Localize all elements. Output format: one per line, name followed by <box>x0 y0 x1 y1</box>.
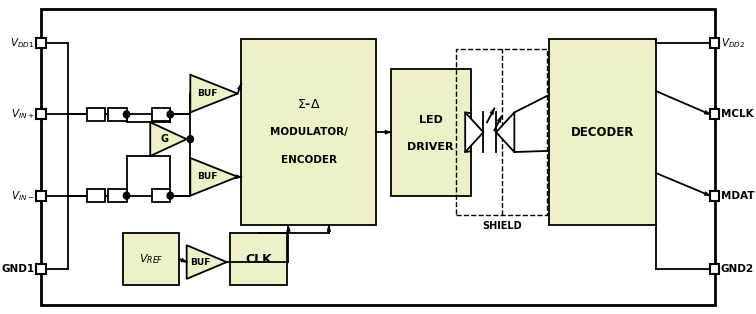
Text: SHIELD: SHIELD <box>482 221 522 231</box>
Text: G: G <box>160 134 168 144</box>
Circle shape <box>123 111 130 118</box>
Bar <box>152 189 170 202</box>
Bar <box>456 49 547 215</box>
Bar <box>710 191 719 201</box>
Bar <box>36 109 45 119</box>
Polygon shape <box>236 175 241 179</box>
Text: MODULATOR/: MODULATOR/ <box>270 127 348 137</box>
Polygon shape <box>496 112 514 152</box>
Bar <box>36 38 45 48</box>
Circle shape <box>167 192 173 199</box>
Text: MCLK: MCLK <box>721 109 754 119</box>
Bar <box>710 38 719 48</box>
Text: $\Sigma$-$\Delta$: $\Sigma$-$\Delta$ <box>297 98 321 111</box>
Circle shape <box>167 111 173 118</box>
Text: $V_{IN-}$: $V_{IN-}$ <box>11 189 35 203</box>
Bar <box>710 264 719 274</box>
Circle shape <box>187 136 194 143</box>
Text: DECODER: DECODER <box>571 126 634 139</box>
Polygon shape <box>287 225 290 231</box>
Text: BUF: BUF <box>197 89 217 98</box>
Polygon shape <box>490 108 494 115</box>
Circle shape <box>123 192 130 199</box>
Bar <box>710 109 719 119</box>
Text: GND1: GND1 <box>2 264 35 274</box>
Polygon shape <box>237 84 241 90</box>
Text: BUF: BUF <box>191 257 211 267</box>
Bar <box>241 39 376 225</box>
Bar <box>86 108 105 121</box>
Polygon shape <box>187 245 227 279</box>
Text: MDAT: MDAT <box>721 191 754 201</box>
Bar <box>108 108 126 121</box>
Bar <box>108 189 126 202</box>
Polygon shape <box>705 110 710 114</box>
Bar <box>36 264 45 274</box>
Polygon shape <box>385 130 391 134</box>
Polygon shape <box>705 192 710 196</box>
Text: ENCODER: ENCODER <box>280 155 336 165</box>
Bar <box>152 108 170 121</box>
Bar <box>86 189 105 202</box>
Polygon shape <box>150 122 187 156</box>
Text: $V_{DD2}$: $V_{DD2}$ <box>721 36 745 50</box>
Text: $V_{DD1}$: $V_{DD1}$ <box>11 36 35 50</box>
Bar <box>549 39 656 225</box>
Bar <box>391 69 471 196</box>
Polygon shape <box>181 258 187 262</box>
Polygon shape <box>497 116 502 122</box>
Polygon shape <box>465 112 483 152</box>
Text: $V_{IN+}$: $V_{IN+}$ <box>11 107 35 121</box>
Bar <box>123 233 179 285</box>
Text: $V_{REF}$: $V_{REF}$ <box>139 252 163 266</box>
Text: GND2: GND2 <box>721 264 754 274</box>
Polygon shape <box>327 225 330 231</box>
Text: BUF: BUF <box>197 172 217 181</box>
Bar <box>231 233 287 285</box>
Text: LED: LED <box>419 115 442 125</box>
Polygon shape <box>191 158 237 196</box>
Text: CLK: CLK <box>245 252 272 266</box>
Polygon shape <box>191 75 237 112</box>
Text: DRIVER: DRIVER <box>407 143 454 152</box>
Bar <box>36 191 45 201</box>
